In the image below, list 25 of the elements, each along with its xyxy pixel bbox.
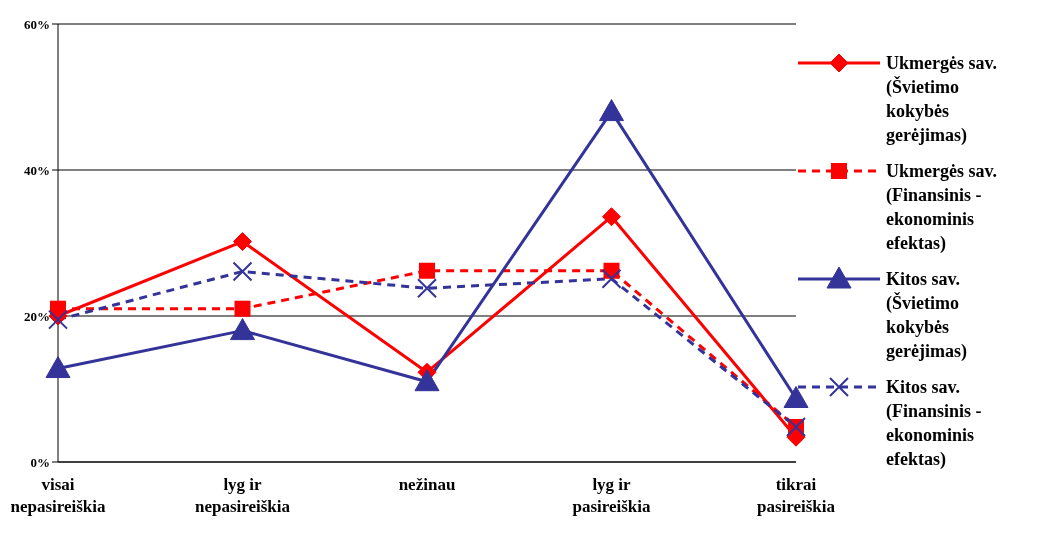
point bbox=[45, 356, 71, 379]
point bbox=[234, 300, 251, 317]
point bbox=[233, 232, 252, 252]
legend-label: Ukmergės sav. (Finansinis - ekonominis efektas) bbox=[886, 160, 998, 255]
point bbox=[602, 207, 621, 227]
legend-label: Ukmergės sav. (Švietimo kokybės gerėjimas) bbox=[886, 52, 998, 147]
legend-label: Kitos sav. (Finansinis - ekonominis efektas) bbox=[886, 376, 983, 471]
point bbox=[419, 262, 435, 279]
point bbox=[414, 369, 440, 392]
point bbox=[599, 99, 624, 122]
point bbox=[601, 268, 622, 289]
y-tick-label: 20% bbox=[24, 308, 50, 324]
y-tick-label: 60% bbox=[24, 16, 50, 32]
point bbox=[417, 278, 437, 299]
point bbox=[230, 318, 255, 341]
point bbox=[783, 385, 809, 408]
y-tick-label: 40% bbox=[24, 162, 50, 178]
x-tick-label: tikrai pasireiškia bbox=[756, 475, 836, 516]
y-tick-label: 0% bbox=[30, 454, 50, 470]
x-tick-label: nežinau bbox=[398, 475, 456, 494]
legend-label: Kitos sav. (Švietimo kokybės gerėjimas) bbox=[886, 268, 968, 363]
point bbox=[232, 261, 253, 282]
x-tick-label: lyg ir nepasireiškia bbox=[194, 475, 291, 516]
x-tick-label: lyg ir pasireiškia bbox=[572, 475, 652, 516]
x-tick-label: visai nepasireiškia bbox=[10, 475, 107, 516]
